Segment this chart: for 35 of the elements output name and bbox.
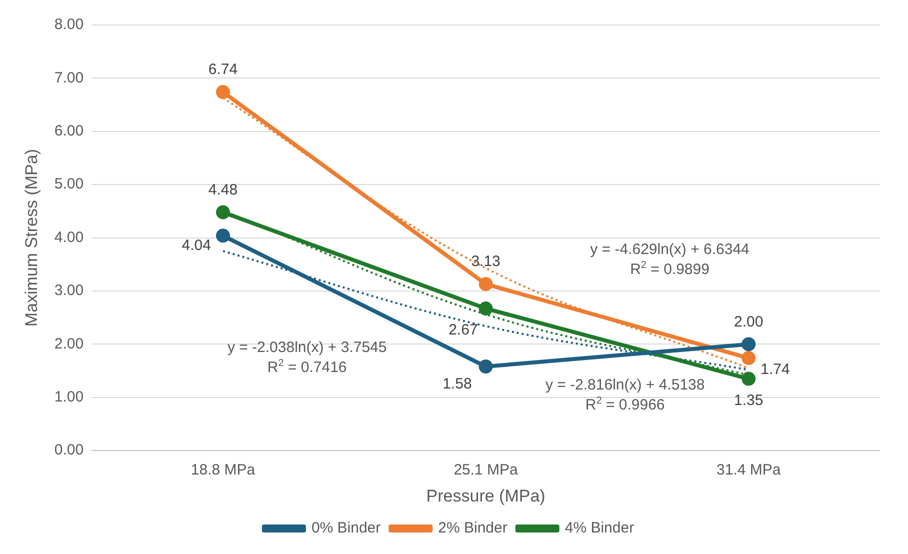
- y-tick-label: 0.00: [54, 442, 84, 459]
- y-tick-label: 2.00: [54, 335, 84, 352]
- data-label: 2.67: [448, 322, 478, 339]
- point: [216, 228, 230, 243]
- y-tick-label: 4.00: [54, 228, 84, 246]
- data-label: 1.35: [734, 392, 764, 409]
- data-label: 2.00: [734, 313, 764, 330]
- y-tick-label: 1.00: [54, 388, 84, 406]
- data-label: 6.74: [208, 61, 238, 78]
- point: [478, 302, 493, 316]
- data-label: 1.74: [760, 361, 790, 378]
- x-tick-label: 25.1 MPa: [454, 462, 519, 479]
- data-label: 3.13: [471, 253, 500, 270]
- data-label: 4.04: [182, 236, 211, 254]
- y-tick-label: 5.00: [54, 176, 84, 193]
- point: [216, 85, 230, 100]
- y-axis-title: Maximum Stress (MPa): [22, 149, 41, 327]
- y-tick-label: 3.00: [54, 282, 84, 300]
- legend-label: 2% Binder: [438, 520, 508, 537]
- legend-label: 0% Binder: [311, 520, 381, 537]
- data-label: 1.58: [442, 376, 472, 393]
- point: [742, 337, 756, 352]
- x-tick-label: 31.4 MPa: [716, 462, 782, 479]
- y-tick-label: 7.00: [54, 69, 84, 86]
- data-label: 4.48: [208, 181, 238, 198]
- point: [742, 372, 756, 386]
- point: [216, 205, 230, 220]
- x-axis-title: Pressure (MPa): [426, 486, 546, 506]
- y-tick-label: 6.00: [54, 122, 84, 140]
- legend-label: 4% Binder: [564, 520, 634, 537]
- x-tick-label: 18.8 MPa: [190, 462, 256, 479]
- point: [478, 360, 493, 374]
- y-tick-label: 8.00: [54, 16, 84, 34]
- point: [742, 351, 756, 366]
- point: [478, 277, 493, 292]
